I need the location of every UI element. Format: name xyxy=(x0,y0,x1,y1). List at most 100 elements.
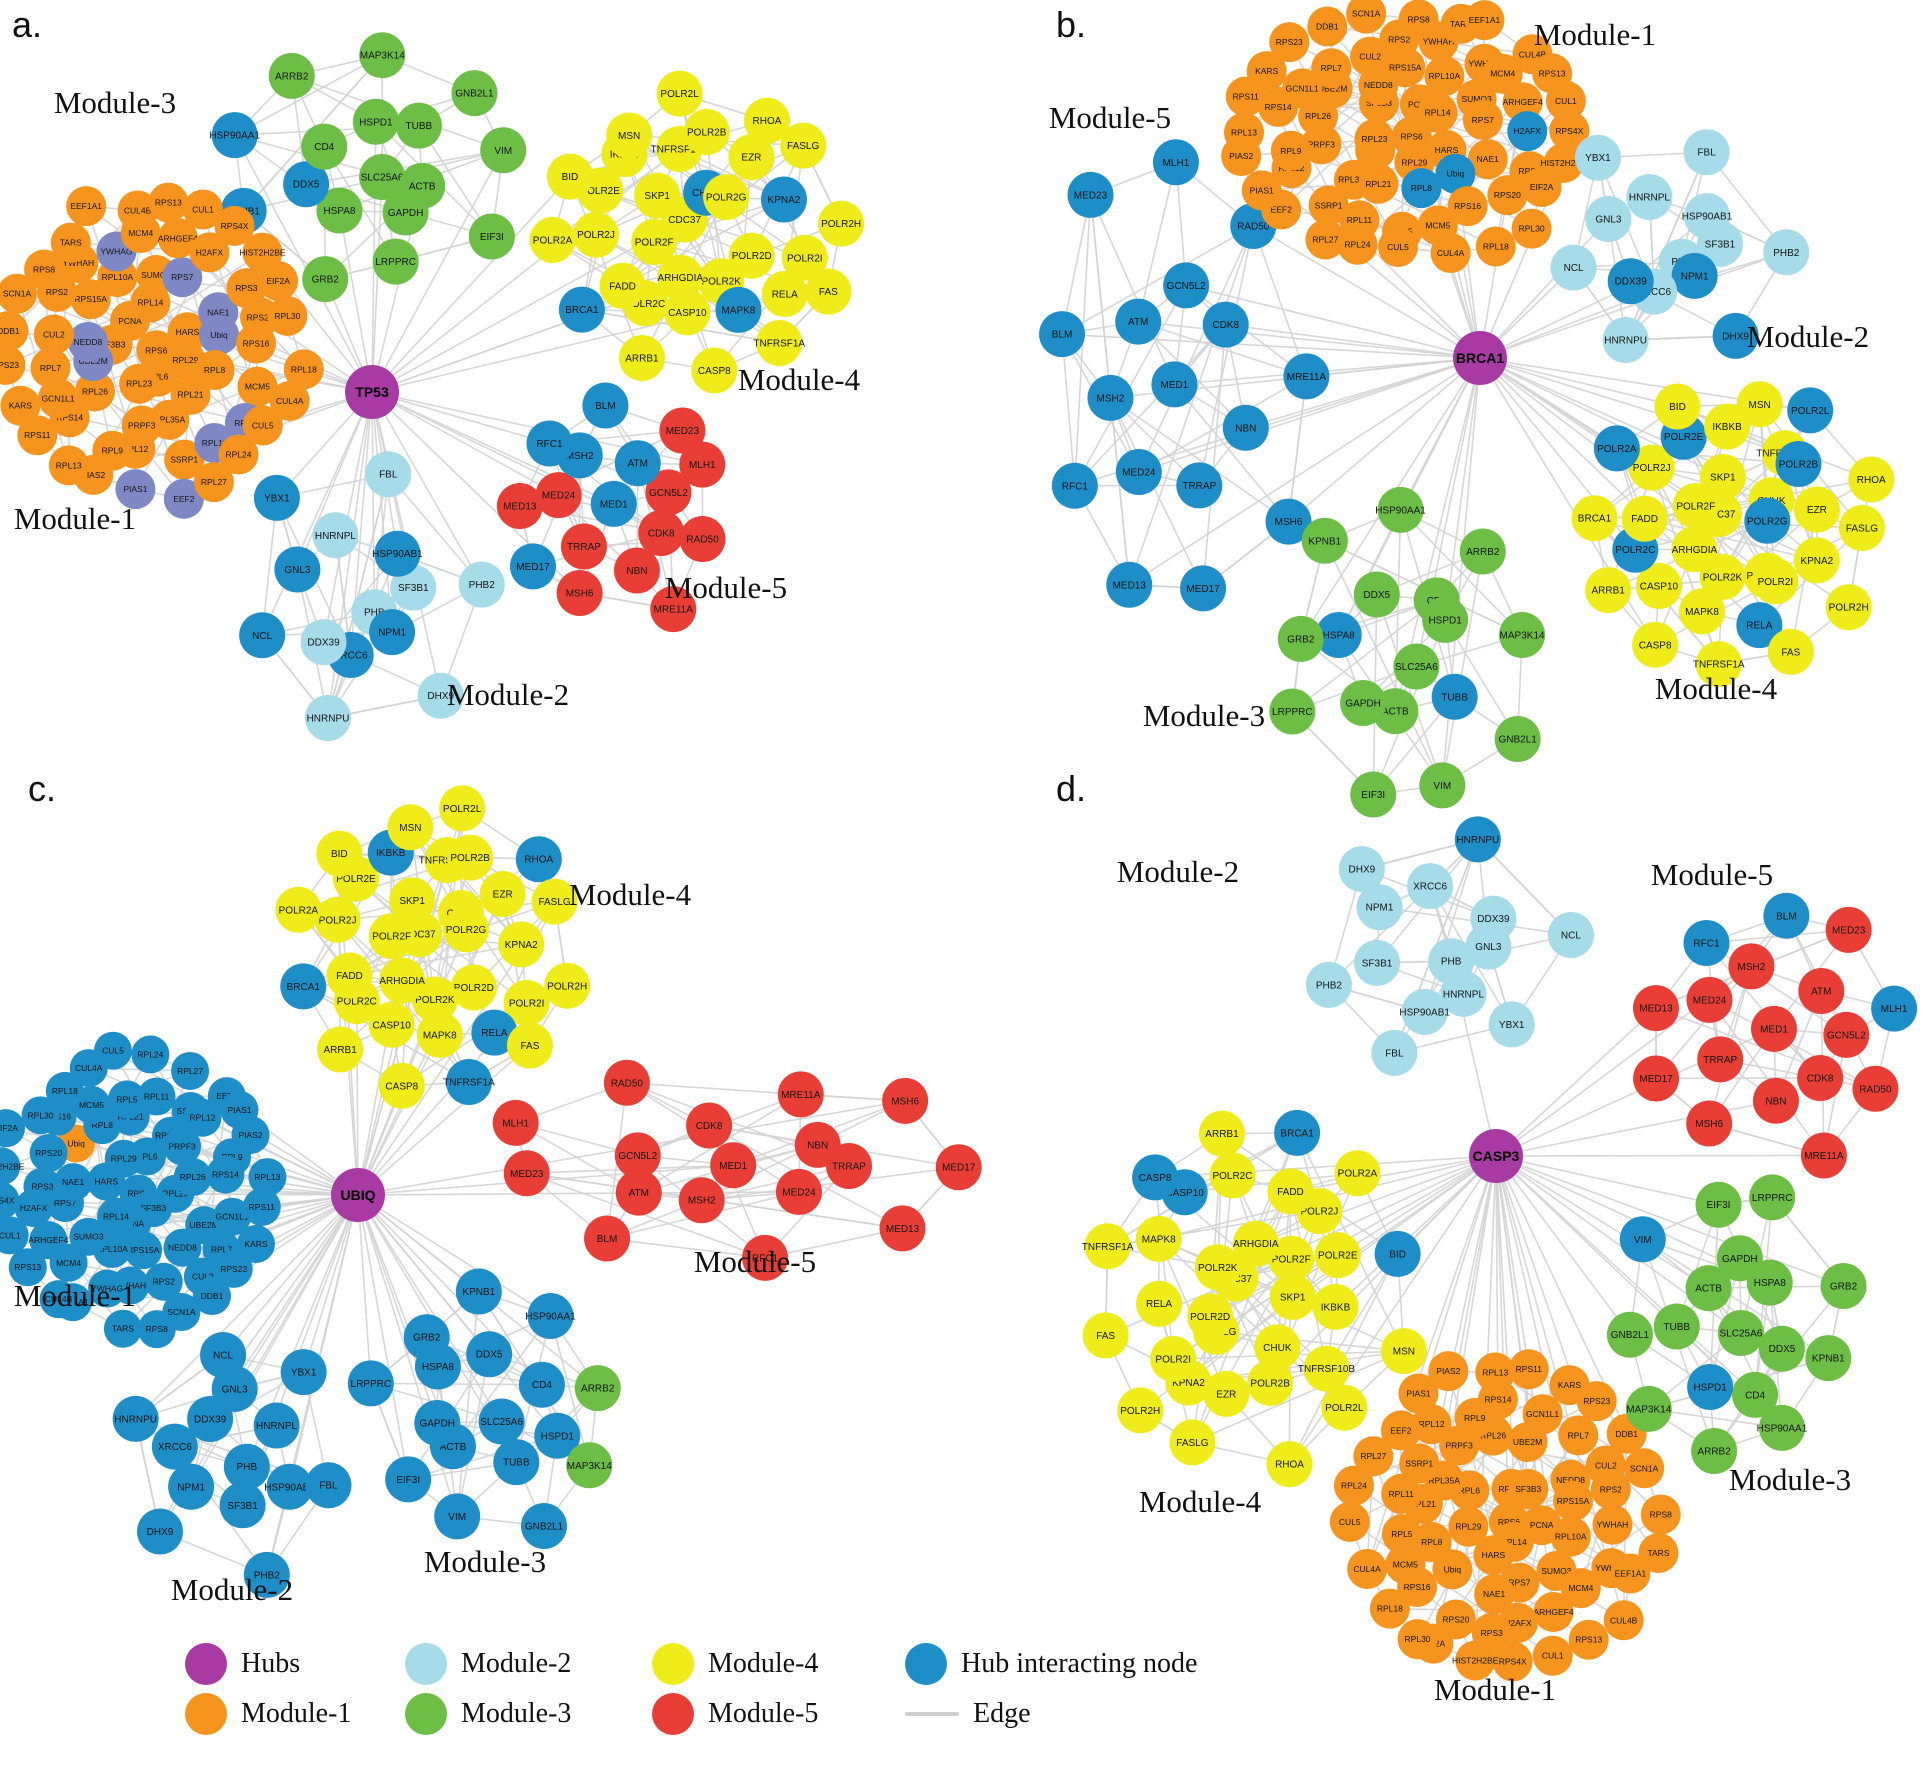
node-nbn[interactable]: NBN xyxy=(613,547,660,594)
node-brca1[interactable]: BRCA1 xyxy=(1274,1109,1321,1156)
node-mlh1[interactable]: MLH1 xyxy=(1152,139,1199,186)
node-arhgef4[interactable]: ARHGEF4 xyxy=(1533,1592,1574,1633)
node-map3k14[interactable]: MAP3K14 xyxy=(1499,611,1546,658)
node-eif3i[interactable]: EIF3I xyxy=(385,1456,432,1503)
node-hspa8[interactable]: HSPA8 xyxy=(1746,1259,1793,1306)
node-gnb2l1[interactable]: GNB2L1 xyxy=(520,1502,567,1549)
node-gnb2l1[interactable]: GNB2L1 xyxy=(451,70,498,117)
node-rpl18[interactable]: RPL18 xyxy=(1369,1588,1410,1629)
node-npm1[interactable]: NPM1 xyxy=(168,1463,215,1510)
node-phb2[interactable]: PHB2 xyxy=(458,561,505,608)
node-med13[interactable]: MED13 xyxy=(1632,985,1679,1032)
node-xrcc6[interactable]: XRCC6 xyxy=(1407,863,1454,910)
node-msn[interactable]: MSN xyxy=(1736,381,1783,428)
node-med23[interactable]: MED23 xyxy=(503,1150,550,1197)
node-polr2c[interactable]: POLR2C xyxy=(1209,1152,1256,1199)
node-hnrnpl[interactable]: HNRNPL xyxy=(253,1402,300,1449)
node-rps11[interactable]: RPS11 xyxy=(242,1188,281,1227)
node-rpl27[interactable]: RPL27 xyxy=(193,462,234,503)
node-fas[interactable]: FAS xyxy=(1767,628,1814,675)
node-gnl3[interactable]: GNL3 xyxy=(274,546,321,593)
node-fadd[interactable]: FADD xyxy=(326,952,373,999)
node-fbl[interactable]: FBL xyxy=(305,1462,352,1509)
node-ncl[interactable]: NCL xyxy=(200,1331,247,1378)
node-bid[interactable]: BID xyxy=(1654,383,1701,430)
node-polr2a[interactable]: POLR2A xyxy=(275,886,322,933)
node-tubb[interactable]: TUBB xyxy=(395,102,442,149)
hub-node-ubiq[interactable]: UBIQ xyxy=(331,1168,385,1222)
node-blm[interactable]: BLM xyxy=(584,1215,631,1262)
node-bid[interactable]: BID xyxy=(546,153,593,200)
hub-node-casp3[interactable]: CASP3 xyxy=(1469,1129,1523,1183)
node-rpl5[interactable]: RPL5 xyxy=(1381,1514,1422,1555)
node-trrap[interactable]: TRRAP xyxy=(1697,1036,1744,1083)
node-eif3i[interactable]: EIF3I xyxy=(468,213,515,260)
node-rps23[interactable]: RPS23 xyxy=(1576,1381,1617,1422)
node-pias2[interactable]: PIAS2 xyxy=(1428,1351,1469,1392)
node-msn[interactable]: MSN xyxy=(1380,1328,1427,1375)
node-rps8[interactable]: RPS8 xyxy=(1398,0,1439,40)
node-med17[interactable]: MED17 xyxy=(1180,565,1227,612)
node-atm[interactable]: ATM xyxy=(614,440,661,487)
node-trrap[interactable]: TRRAP xyxy=(826,1142,873,1189)
node-eef1a1[interactable]: EEF1A1 xyxy=(66,186,107,227)
node-kars[interactable]: KARS xyxy=(0,385,41,426)
node-eif2a[interactable]: EIF2A xyxy=(258,261,299,302)
node-nbn[interactable]: NBN xyxy=(1222,404,1269,451)
node-hnrnpl[interactable]: HNRNPL xyxy=(1626,174,1673,221)
node-tnfrsf1a[interactable]: TNFRSF1A xyxy=(1082,1223,1134,1270)
node-npm1[interactable]: NPM1 xyxy=(1671,252,1718,299)
node-rpl7[interactable]: RPL7 xyxy=(1558,1415,1599,1456)
node-rpl11[interactable]: RPL11 xyxy=(137,1077,176,1116)
node-cdk8[interactable]: CDK8 xyxy=(1202,301,1249,348)
node-rpl30[interactable]: RPL30 xyxy=(1397,1619,1438,1660)
node-kpna2[interactable]: KPNA2 xyxy=(498,921,545,968)
node-cd4[interactable]: CD4 xyxy=(518,1361,565,1408)
node-rpl10a[interactable]: RPL10A xyxy=(1550,1516,1591,1557)
node-polr2d[interactable]: POLR2D xyxy=(450,964,497,1011)
node-med1[interactable]: MED1 xyxy=(1151,361,1198,408)
node-hspd1[interactable]: HSPD1 xyxy=(352,98,399,145)
node-pias2[interactable]: PIAS2 xyxy=(231,1115,270,1154)
node-eef1a1[interactable]: EEF1A1 xyxy=(1464,0,1505,41)
node-kpnb1[interactable]: KPNB1 xyxy=(1301,517,1348,564)
node-fadd[interactable]: FADD xyxy=(599,262,646,309)
node-faslg[interactable]: FASLG xyxy=(1169,1419,1216,1466)
node-fas[interactable]: FAS xyxy=(805,268,852,315)
node-ybx1[interactable]: YBX1 xyxy=(1488,1001,1535,1048)
node-gnb2l1[interactable]: GNB2L1 xyxy=(1494,716,1541,763)
node-arhgdia[interactable]: ARHGDIA xyxy=(1232,1220,1279,1267)
node-rpl27[interactable]: RPL27 xyxy=(1305,219,1346,260)
node-msh6[interactable]: MSH6 xyxy=(882,1077,929,1124)
node-rhoa[interactable]: RHOA xyxy=(1848,456,1895,503)
node-fbl[interactable]: FBL xyxy=(365,451,412,498)
node-rpl14[interactable]: RPL14 xyxy=(1417,92,1458,133)
node-map3k14[interactable]: MAP3K14 xyxy=(1625,1385,1672,1432)
node-fbl[interactable]: FBL xyxy=(1683,129,1730,176)
node-polr2h[interactable]: POLR2H xyxy=(818,200,865,247)
node-rpl8[interactable]: RPL8 xyxy=(1401,168,1442,209)
node-rpl10a[interactable]: RPL10A xyxy=(1424,56,1465,97)
node-casp8[interactable]: CASP8 xyxy=(1132,1154,1179,1201)
node-rpl23[interactable]: RPL23 xyxy=(119,363,160,404)
node-polr2g[interactable]: POLR2G xyxy=(1744,497,1791,544)
node-rps8[interactable]: RPS8 xyxy=(1640,1494,1681,1535)
node-hspd1[interactable]: HSPD1 xyxy=(1422,596,1469,643)
node-fbl[interactable]: FBL xyxy=(1371,1029,1418,1076)
node-arrb1[interactable]: ARRB1 xyxy=(1585,567,1632,614)
node-arrb1[interactable]: ARRB1 xyxy=(618,334,665,381)
node-rfc1[interactable]: RFC1 xyxy=(1683,920,1730,967)
node-rpl30[interactable]: RPL30 xyxy=(1511,208,1552,249)
node-bid[interactable]: BID xyxy=(1374,1230,1421,1277)
node-polr2l[interactable]: POLR2L xyxy=(1787,387,1834,434)
node-tars[interactable]: TARS xyxy=(103,1309,142,1348)
node-hnrnpu[interactable]: HNRNPU xyxy=(112,1395,159,1442)
node-ubiq[interactable]: Ubiq xyxy=(199,314,240,355)
node-cd4[interactable]: CD4 xyxy=(301,123,348,170)
node-ddb1[interactable]: DDB1 xyxy=(1307,6,1348,47)
node-ddx5[interactable]: DDX5 xyxy=(1758,1325,1805,1372)
node-gapdh[interactable]: GAPDH xyxy=(382,189,429,236)
node-cul5[interactable]: CUL5 xyxy=(1377,226,1418,267)
node-hnrnpu[interactable]: HNRNPU xyxy=(1454,816,1501,863)
node-cul2[interactable]: CUL2 xyxy=(33,314,74,355)
